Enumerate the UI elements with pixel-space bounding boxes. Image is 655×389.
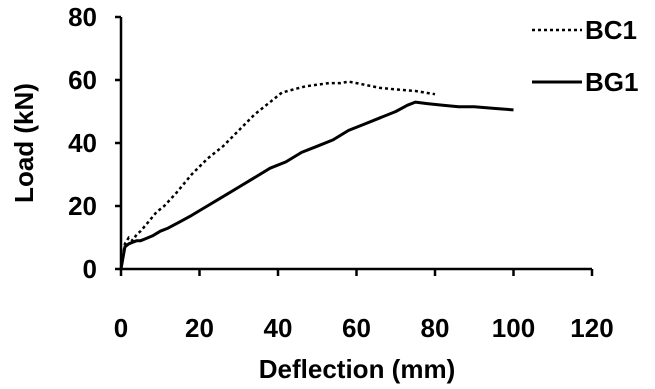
x-tick-label: 20 xyxy=(185,313,214,343)
series-line-bc1 xyxy=(119,80,436,270)
y-tick-label: 80 xyxy=(68,2,97,32)
x-tick-label: 0 xyxy=(114,313,128,343)
y-tick-label: 60 xyxy=(68,65,97,95)
axes-layer xyxy=(115,15,594,276)
series-line-bg1 xyxy=(119,100,514,270)
series-layer xyxy=(119,80,514,270)
x-axis-label: Deflection (mm) xyxy=(259,354,455,384)
y-axis-label: Load (kN) xyxy=(9,83,39,203)
y-tick-label: 40 xyxy=(68,128,97,158)
x-tick-label: 80 xyxy=(421,313,450,343)
x-tick-label: 40 xyxy=(264,313,293,343)
x-tick-label: 120 xyxy=(570,313,613,343)
tick-labels: 0 20 40 60 80 0 20 40 60 80 100 120 xyxy=(68,2,614,343)
legend-label-bg1: BG1 xyxy=(585,67,638,97)
legend: BC1 BG1 xyxy=(532,15,638,97)
y-tick-label: 0 xyxy=(83,254,97,284)
legend-label-bc1: BC1 xyxy=(585,15,637,45)
x-tick-label: 100 xyxy=(492,313,535,343)
x-tick-label: 60 xyxy=(342,313,371,343)
y-tick-label: 20 xyxy=(68,191,97,221)
